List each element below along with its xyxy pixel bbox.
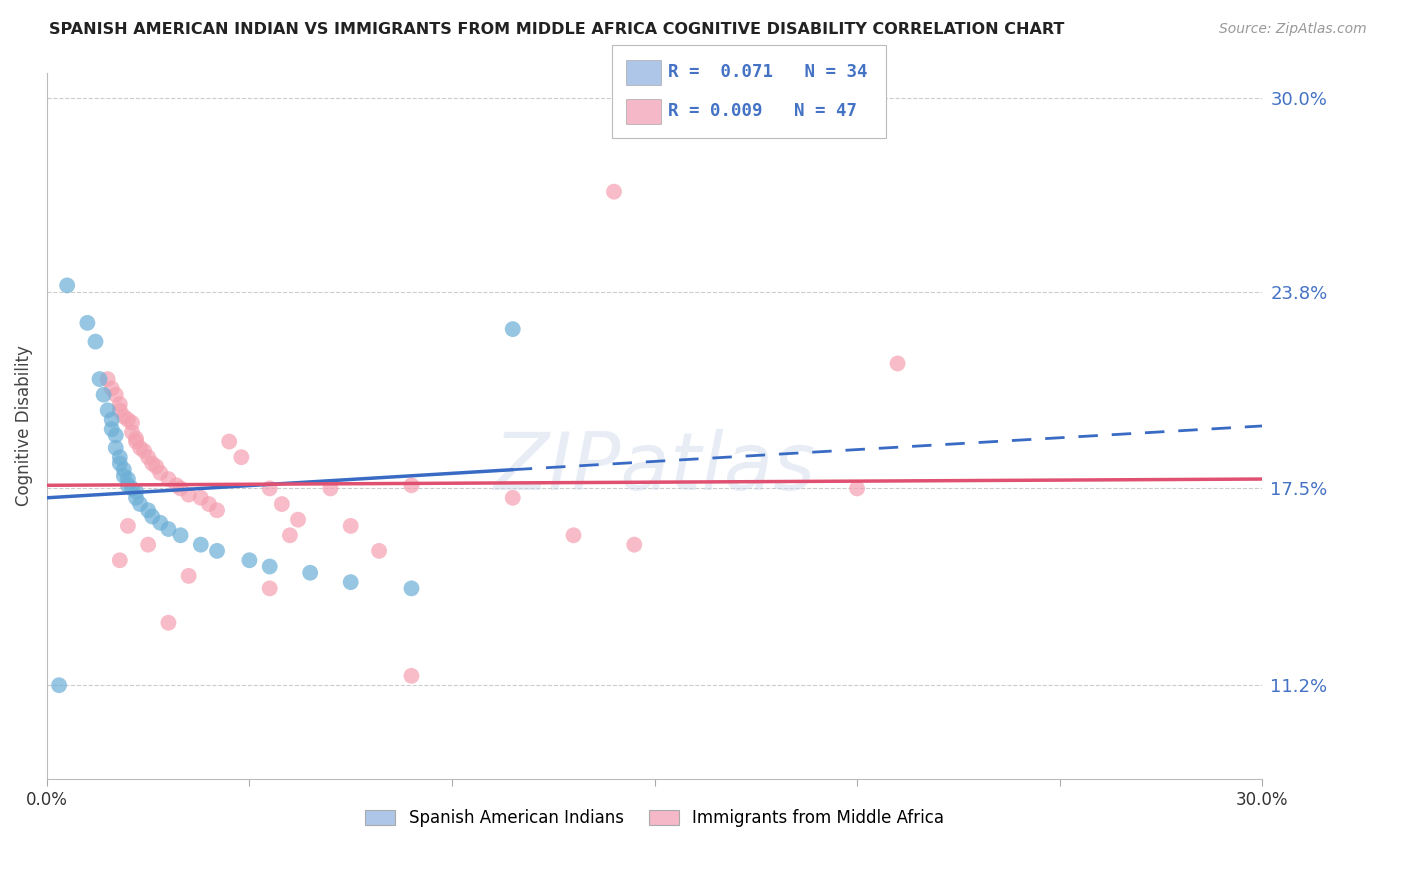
Point — [502, 491, 524, 505]
Point — [132, 444, 155, 458]
Point — [368, 544, 391, 558]
Point — [141, 457, 163, 471]
Point — [125, 491, 148, 505]
Point — [48, 678, 70, 692]
Point — [339, 519, 361, 533]
Point — [623, 538, 645, 552]
Point — [125, 432, 148, 446]
Point — [117, 472, 139, 486]
Point — [129, 497, 152, 511]
Point — [401, 669, 423, 683]
Point — [76, 316, 98, 330]
Point — [319, 482, 342, 496]
Point — [117, 413, 139, 427]
Point — [149, 516, 172, 530]
Point — [177, 488, 200, 502]
Point — [339, 575, 361, 590]
Point — [205, 544, 228, 558]
Point — [299, 566, 322, 580]
Point — [125, 484, 148, 499]
Point — [190, 538, 212, 552]
Point — [157, 615, 180, 630]
Point — [136, 503, 159, 517]
Point — [169, 528, 191, 542]
Point — [108, 403, 131, 417]
Point — [218, 434, 240, 449]
Point — [56, 278, 79, 293]
Point — [270, 497, 292, 511]
Point — [287, 513, 309, 527]
Point — [177, 569, 200, 583]
Point — [125, 434, 148, 449]
Point — [401, 478, 423, 492]
Point — [97, 372, 120, 386]
Point — [401, 582, 423, 596]
Point — [93, 388, 115, 402]
Point — [108, 553, 131, 567]
Text: SPANISH AMERICAN INDIAN VS IMMIGRANTS FROM MIDDLE AFRICA COGNITIVE DISABILITY CO: SPANISH AMERICAN INDIAN VS IMMIGRANTS FR… — [49, 22, 1064, 37]
Point — [108, 397, 131, 411]
Text: R =  0.071   N = 34: R = 0.071 N = 34 — [668, 63, 868, 81]
Legend: Spanish American Indians, Immigrants from Middle Africa: Spanish American Indians, Immigrants fro… — [359, 803, 950, 834]
Point — [141, 509, 163, 524]
Point — [100, 381, 122, 395]
Point — [121, 416, 143, 430]
Point — [100, 422, 122, 436]
Point — [190, 491, 212, 505]
Point — [149, 466, 172, 480]
Point — [104, 441, 127, 455]
Point — [112, 469, 135, 483]
Point — [117, 478, 139, 492]
Point — [231, 450, 253, 465]
Point — [157, 522, 180, 536]
Point — [145, 459, 167, 474]
Point — [136, 538, 159, 552]
Point — [278, 528, 301, 542]
Point — [112, 463, 135, 477]
Point — [104, 388, 127, 402]
Point — [166, 478, 188, 492]
Point — [562, 528, 585, 542]
Point — [259, 482, 281, 496]
Point — [259, 559, 281, 574]
Point — [157, 472, 180, 486]
Point — [97, 403, 120, 417]
Point — [108, 457, 131, 471]
Point — [502, 322, 524, 336]
Point — [121, 482, 143, 496]
Text: ZIPatlas: ZIPatlas — [494, 429, 815, 508]
Point — [84, 334, 107, 349]
Text: R = 0.009   N = 47: R = 0.009 N = 47 — [668, 103, 856, 120]
Point — [136, 450, 159, 465]
Point — [100, 413, 122, 427]
Y-axis label: Cognitive Disability: Cognitive Disability — [15, 345, 32, 507]
Point — [205, 503, 228, 517]
Point — [121, 425, 143, 440]
Point — [108, 450, 131, 465]
Point — [603, 185, 626, 199]
Point — [117, 519, 139, 533]
Point — [169, 482, 191, 496]
Point — [886, 356, 908, 370]
Text: Source: ZipAtlas.com: Source: ZipAtlas.com — [1219, 22, 1367, 37]
Point — [112, 409, 135, 424]
Point — [846, 482, 869, 496]
Point — [129, 441, 152, 455]
Point — [259, 582, 281, 596]
Point — [104, 428, 127, 442]
Point — [89, 372, 111, 386]
Point — [198, 497, 221, 511]
Point — [238, 553, 260, 567]
